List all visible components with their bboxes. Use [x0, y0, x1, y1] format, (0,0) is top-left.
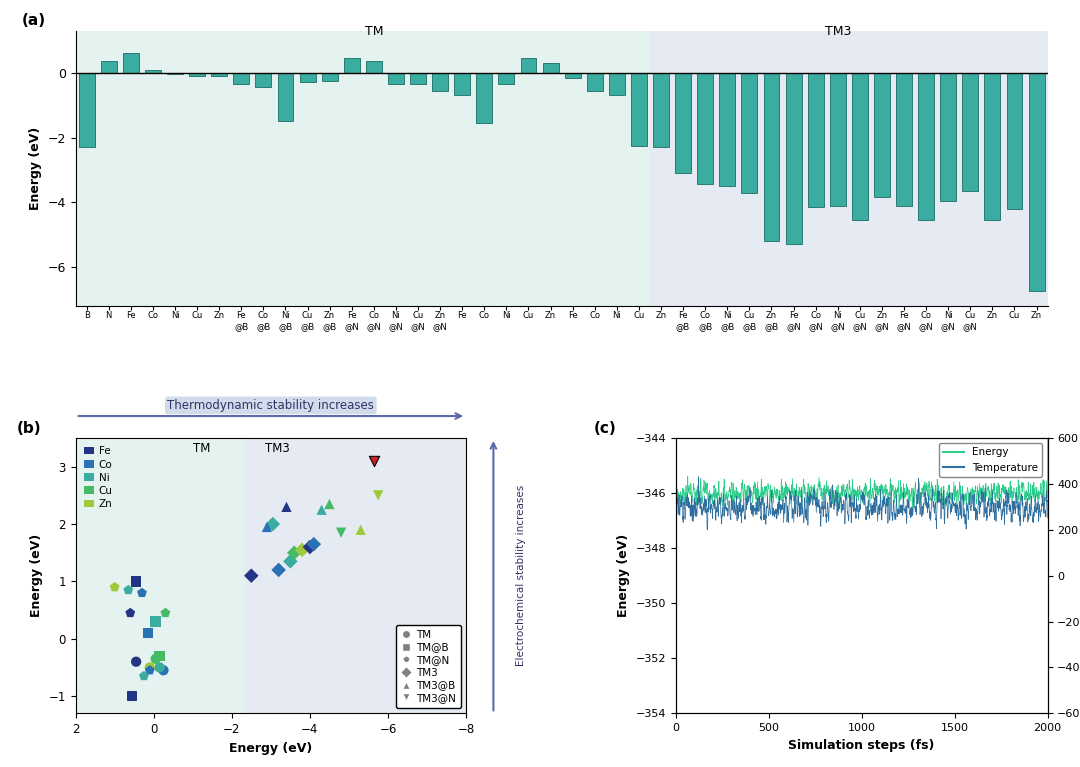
Point	[127, 575, 145, 588]
Point	[333, 526, 350, 538]
Bar	[1007, 73, 1023, 209]
Bar	[650, 31, 1048, 306]
Point	[127, 656, 145, 668]
Point	[369, 489, 387, 502]
Point	[139, 627, 157, 639]
Point	[141, 664, 159, 676]
Bar	[521, 58, 537, 73]
Point	[154, 664, 172, 676]
Bar	[741, 73, 757, 193]
Bar	[432, 73, 448, 91]
Text: TM3: TM3	[265, 443, 289, 456]
Bar	[698, 73, 713, 185]
Point	[352, 524, 369, 536]
Point	[301, 541, 319, 553]
Point	[321, 498, 338, 510]
Bar	[565, 73, 581, 77]
Text: (c): (c)	[594, 420, 617, 436]
Text: Thermodynamic stability increases: Thermodynamic stability increases	[167, 399, 375, 412]
Bar	[918, 73, 934, 220]
Y-axis label: Energy (eV): Energy (eV)	[617, 534, 630, 617]
Bar	[100, 61, 117, 73]
Bar	[609, 73, 624, 95]
Point	[258, 521, 275, 533]
Bar	[299, 73, 315, 83]
Text: TM: TM	[192, 443, 211, 456]
Bar	[343, 58, 360, 73]
X-axis label: Energy (eV): Energy (eV)	[229, 742, 312, 755]
Bar	[542, 63, 558, 73]
Bar	[189, 73, 205, 76]
Bar	[243, 438, 467, 713]
Bar	[145, 70, 161, 73]
Bar	[255, 73, 271, 87]
Bar	[631, 73, 647, 146]
Text: (b): (b)	[17, 420, 42, 436]
Point	[313, 504, 330, 516]
Bar	[410, 73, 426, 84]
Bar	[322, 73, 338, 81]
Point	[106, 581, 123, 594]
Bar	[764, 73, 780, 241]
Point	[278, 501, 295, 513]
Point	[366, 455, 383, 467]
Legend: Energy, Temperature: Energy, Temperature	[939, 443, 1042, 477]
Text: Electrochemical stability increases: Electrochemical stability increases	[516, 485, 526, 667]
Bar	[455, 73, 470, 95]
Bar	[212, 73, 227, 76]
Bar	[896, 73, 912, 206]
Point	[270, 564, 287, 576]
Point	[306, 538, 323, 550]
Legend: TM, TM@B, TM@N, TM3, TM3@B, TM3@N: TM, TM@B, TM@N, TM3, TM3@B, TM3@N	[396, 624, 461, 708]
Point	[265, 518, 282, 530]
Bar	[874, 73, 890, 197]
Bar	[653, 73, 669, 147]
Bar	[278, 73, 294, 121]
Bar	[586, 73, 603, 91]
Point	[157, 607, 174, 619]
Point	[141, 661, 159, 673]
Bar	[852, 73, 868, 220]
Point	[151, 661, 168, 673]
Text: TM3: TM3	[824, 25, 851, 38]
Point	[120, 584, 137, 596]
Bar	[233, 73, 249, 84]
Bar	[76, 31, 650, 306]
Point	[147, 653, 164, 665]
Point	[122, 607, 139, 619]
Text: (a): (a)	[23, 13, 46, 28]
Bar	[76, 438, 243, 713]
Bar	[941, 73, 956, 201]
Bar	[675, 73, 691, 173]
Bar	[476, 73, 492, 123]
Point	[243, 570, 260, 582]
Bar	[808, 73, 824, 207]
X-axis label: Simulation steps (fs): Simulation steps (fs)	[788, 739, 935, 752]
Bar	[985, 73, 1000, 220]
Bar	[167, 73, 183, 74]
Bar	[829, 73, 846, 206]
Point	[294, 544, 311, 556]
Bar	[1028, 73, 1044, 291]
Point	[135, 670, 152, 682]
Bar	[719, 73, 735, 186]
Text: TM: TM	[365, 25, 383, 38]
Point	[123, 690, 140, 703]
Point	[285, 547, 302, 559]
Bar	[388, 73, 404, 84]
Point	[133, 587, 150, 599]
Y-axis label: Energy (eV): Energy (eV)	[30, 534, 43, 617]
Bar	[962, 73, 978, 191]
Bar	[123, 54, 138, 73]
Y-axis label: Energy (eV): Energy (eV)	[29, 127, 42, 210]
Point	[151, 650, 168, 662]
Bar	[366, 61, 382, 73]
Bar	[79, 73, 95, 147]
Point	[282, 555, 299, 568]
Bar	[785, 73, 801, 245]
Bar	[498, 73, 514, 84]
Point	[147, 615, 164, 627]
